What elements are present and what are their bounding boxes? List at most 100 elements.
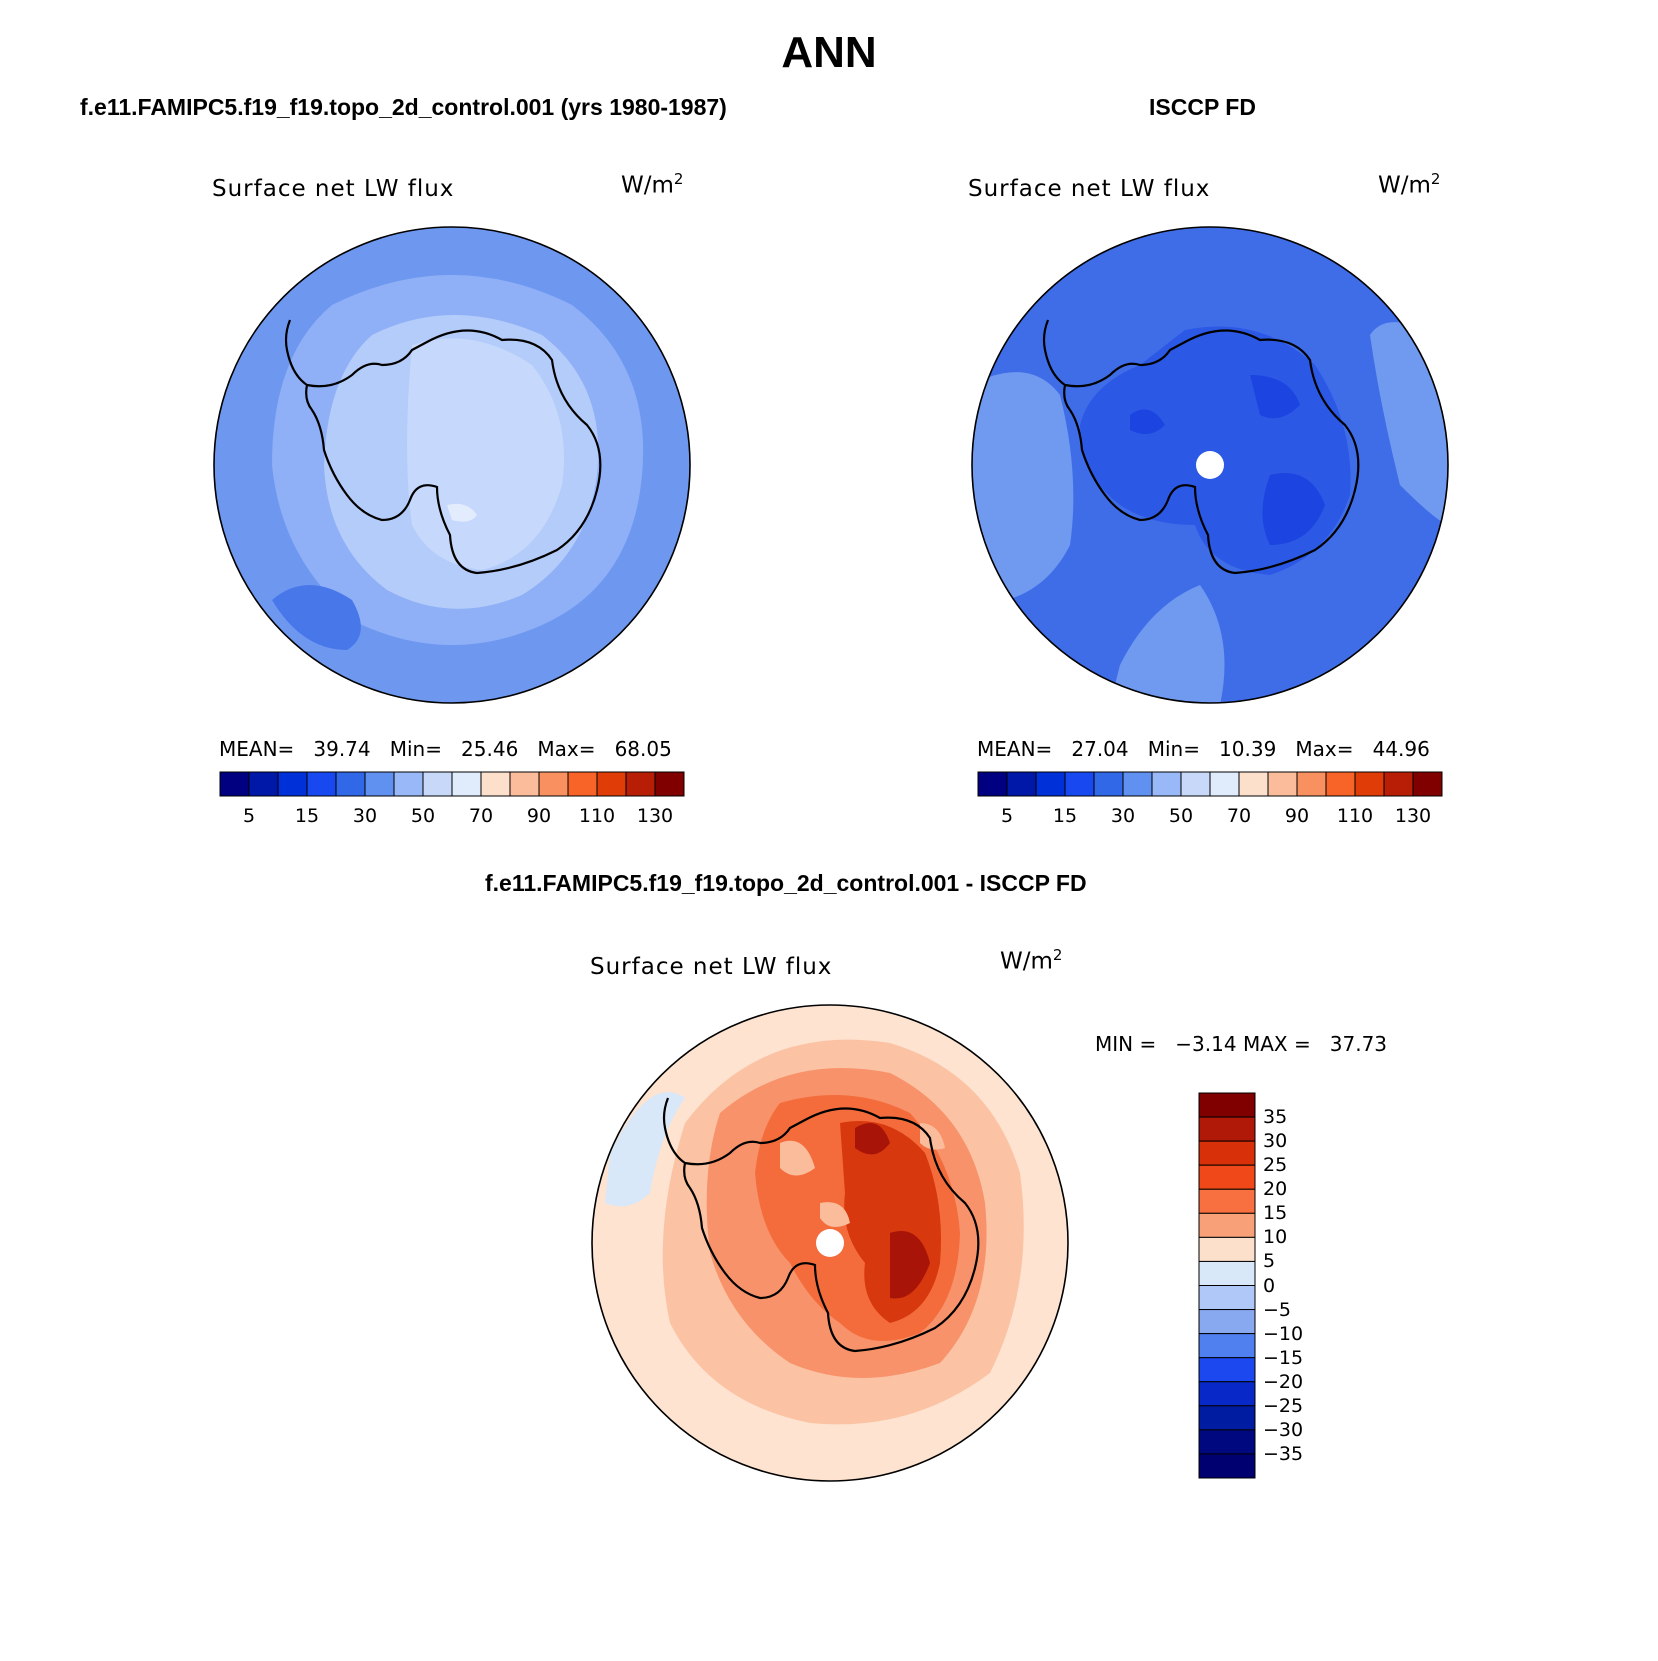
field-contour-15 bbox=[1130, 375, 1325, 545]
colorbar-swatch bbox=[1035, 771, 1066, 797]
colorbar-tick-label: 90 bbox=[526, 805, 552, 827]
colorbar-tick-label: 130 bbox=[1394, 805, 1432, 827]
colorbar-swatch bbox=[538, 771, 569, 797]
colorbar-swatch bbox=[451, 771, 482, 797]
colorbar-tick-label: −30 bbox=[1263, 1418, 1304, 1441]
colorbar-tick-label: −10 bbox=[1263, 1322, 1304, 1345]
colorbar-tick-label: 30 bbox=[1263, 1130, 1288, 1153]
colorbar-swatch bbox=[567, 771, 598, 797]
colorbar-tick-label: 130 bbox=[636, 805, 674, 827]
colorbar-swatch bbox=[1198, 1405, 1256, 1431]
colorbar-tick-label: 0 bbox=[1263, 1274, 1276, 1297]
map-boundary bbox=[213, 226, 691, 704]
colorbar-swatch bbox=[1180, 771, 1211, 797]
colorbar-tick-label: 90 bbox=[1284, 805, 1310, 827]
colorbar-swatch bbox=[509, 771, 540, 797]
panel-3-variable: Surface net LW flux bbox=[590, 954, 833, 980]
colorbar-tick-label: 15 bbox=[294, 805, 320, 827]
colorbar-tick-label: 15 bbox=[1263, 1202, 1288, 1225]
field-high-patch bbox=[447, 503, 477, 522]
field-contour-30 bbox=[972, 372, 1074, 605]
colorbar-swatch bbox=[1198, 1285, 1256, 1311]
colorbar-tick-label: 20 bbox=[1263, 1178, 1288, 1201]
panel-1-units: W/m2 bbox=[621, 170, 684, 199]
panel-3-units: W/m2 bbox=[1000, 946, 1063, 975]
map-boundary bbox=[971, 226, 1449, 704]
colorbar-tick-label: 5 bbox=[1000, 805, 1014, 827]
panel-2-stats: MEAN= 27.04 Min= 10.39 Max= 44.96 bbox=[977, 737, 1430, 761]
colorbar-swatch bbox=[480, 771, 511, 797]
colorbar-tick-label: 5 bbox=[242, 805, 256, 827]
pole-hole bbox=[1196, 451, 1224, 479]
colorbar-swatch bbox=[977, 771, 1008, 797]
colorbar-tick-label: 35 bbox=[1263, 1106, 1288, 1129]
colorbar-swatch bbox=[1198, 1116, 1256, 1142]
colorbar-swatch bbox=[1198, 1453, 1256, 1479]
colorbar-tick-label: 70 bbox=[1226, 805, 1252, 827]
colorbar-swatch bbox=[1198, 1309, 1256, 1335]
colorbar-tick-label: −35 bbox=[1263, 1442, 1304, 1465]
panel-1-stats: MEAN= 39.74 Min= 25.46 Max= 68.05 bbox=[219, 737, 672, 761]
panel-1-map bbox=[213, 226, 691, 704]
colorbar-tick-label: 15 bbox=[1052, 805, 1078, 827]
colorbar-tick-label: −25 bbox=[1263, 1394, 1304, 1417]
colorbar-swatch bbox=[654, 771, 685, 797]
colorbar-swatch bbox=[1296, 771, 1327, 797]
colorbar-tick-label: 5 bbox=[1263, 1250, 1276, 1273]
colorbar-swatch bbox=[1122, 771, 1153, 797]
field-contour-30 bbox=[855, 1123, 930, 1299]
panel-3-minmax: MIN = −3.14 MAX = 37.73 bbox=[1095, 1032, 1388, 1056]
colorbar-tick-label: 70 bbox=[468, 805, 494, 827]
panel-1-variable: Surface net LW flux bbox=[212, 176, 455, 202]
colorbar-swatch bbox=[1198, 1140, 1256, 1166]
colorbar-swatch bbox=[1198, 1092, 1256, 1118]
colorbar-tick-label: 30 bbox=[1110, 805, 1136, 827]
colorbar-swatch bbox=[1383, 771, 1414, 797]
diff-title: f.e11.FAMIPC5.f19_f19.topo_2d_control.00… bbox=[485, 870, 1087, 896]
panel-3-colorbar bbox=[1198, 1092, 1256, 1479]
colorbar-swatch bbox=[1198, 1333, 1256, 1359]
colorbar-swatch bbox=[625, 771, 656, 797]
colorbar-swatch bbox=[1198, 1357, 1256, 1383]
colorbar-swatch bbox=[364, 771, 395, 797]
colorbar-tick-label: 50 bbox=[1168, 805, 1194, 827]
colorbar-tick-label: 30 bbox=[352, 805, 378, 827]
panel-1-colorbar bbox=[219, 771, 685, 797]
colorbar-tick-label: −20 bbox=[1263, 1370, 1304, 1393]
colorbar-swatch bbox=[422, 771, 453, 797]
colorbar-tick-label: 110 bbox=[1336, 805, 1374, 827]
panel-3-map bbox=[591, 1004, 1069, 1482]
colorbar-swatch bbox=[219, 771, 250, 797]
colorbar-swatch bbox=[1198, 1212, 1256, 1238]
colorbar-swatch bbox=[248, 771, 279, 797]
panel-2-units: W/m2 bbox=[1378, 170, 1441, 199]
colorbar-tick-label: 25 bbox=[1263, 1154, 1288, 1177]
colorbar-tick-label: −15 bbox=[1263, 1346, 1304, 1369]
colorbar-tick-label: 10 bbox=[1263, 1226, 1288, 1249]
colorbar-swatch bbox=[1198, 1260, 1256, 1286]
pole-hole bbox=[816, 1229, 844, 1257]
colorbar-swatch bbox=[1238, 771, 1269, 797]
field-contour-30 bbox=[1110, 585, 1225, 703]
colorbar-swatch bbox=[1198, 1164, 1256, 1190]
colorbar-swatch bbox=[1198, 1188, 1256, 1214]
colorbar-swatch bbox=[1412, 771, 1443, 797]
colorbar-swatch bbox=[277, 771, 308, 797]
colorbar-swatch bbox=[1198, 1429, 1256, 1455]
colorbar-swatch bbox=[393, 771, 424, 797]
panel-2-colorbar bbox=[977, 771, 1443, 797]
map-boundary bbox=[591, 1004, 1069, 1482]
colorbar-swatch bbox=[1064, 771, 1095, 797]
colorbar-tick-label: 110 bbox=[578, 805, 616, 827]
colorbar-tick-label: 50 bbox=[410, 805, 436, 827]
colorbar-swatch bbox=[1354, 771, 1385, 797]
colorbar-swatch bbox=[306, 771, 337, 797]
antarctica-coastline bbox=[284, 319, 602, 575]
colorbar-swatch bbox=[335, 771, 366, 797]
panel-2-map bbox=[971, 226, 1449, 704]
panel-1-title: f.e11.FAMIPC5.f19_f19.topo_2d_control.00… bbox=[80, 94, 727, 120]
colorbar-swatch bbox=[1198, 1381, 1256, 1407]
field-low-patch bbox=[272, 585, 361, 650]
field-contour-55 bbox=[407, 338, 564, 570]
antarctica-coastline bbox=[662, 1097, 980, 1353]
